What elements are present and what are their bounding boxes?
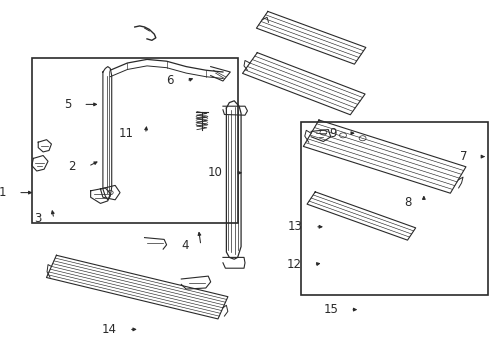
Text: 5: 5: [64, 98, 71, 111]
Text: 6: 6: [167, 75, 174, 87]
Text: 15: 15: [323, 303, 338, 316]
Bar: [32, 58, 238, 223]
Text: 14: 14: [101, 323, 117, 336]
Text: 4: 4: [181, 239, 189, 252]
Text: 3: 3: [34, 212, 42, 225]
Text: 10: 10: [208, 166, 223, 179]
Text: 7: 7: [461, 150, 468, 163]
Text: 12: 12: [286, 258, 301, 271]
Bar: [301, 122, 488, 295]
Text: 1: 1: [0, 186, 6, 199]
Text: 8: 8: [404, 196, 412, 209]
Text: 2: 2: [69, 160, 76, 173]
Text: 9: 9: [330, 127, 337, 140]
Text: 13: 13: [288, 220, 303, 233]
Text: 11: 11: [118, 127, 133, 140]
